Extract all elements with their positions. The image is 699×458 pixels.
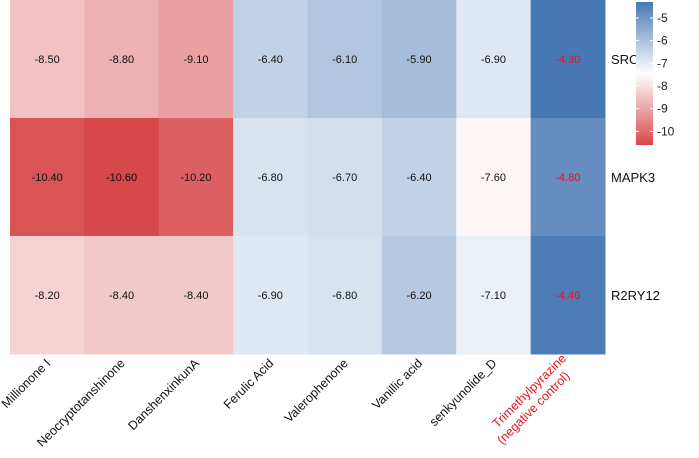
heatmap-cell <box>307 0 383 119</box>
heatmap-cell-value: -6.40 <box>407 172 432 184</box>
heatmap-cell-value: -8.20 <box>35 290 60 302</box>
heatmap-cell-value: -9.10 <box>183 54 208 66</box>
heatmap-cell <box>10 236 85 355</box>
heatmap-cell <box>381 0 457 119</box>
column-label: Ferulic Acid <box>221 356 277 412</box>
heatmap-cell <box>10 118 85 237</box>
heatmap-cell-value: -6.80 <box>332 290 357 302</box>
heatmap-cell <box>158 236 234 355</box>
heatmap-cell-value: -4.30 <box>555 54 580 66</box>
row-label: R2RY12 <box>611 288 660 303</box>
column-label: Valerophenone <box>282 356 351 425</box>
heatmap-cell-value: -5.90 <box>407 54 432 66</box>
heatmap-cell <box>530 0 606 119</box>
heatmap-cell <box>84 236 160 355</box>
heatmap-cell <box>456 0 532 119</box>
heatmap-cell <box>158 0 234 119</box>
column-label: DanshenxinkunA <box>125 356 202 433</box>
column-label: Millionone I <box>0 356 53 411</box>
heatmap-cell <box>381 118 457 237</box>
colorbar-tick-label: -7 <box>657 56 668 70</box>
heatmap-cell <box>307 118 383 237</box>
colorbar-tick-label: -6 <box>657 34 668 48</box>
heatmap-cell-value: -4.40 <box>555 290 580 302</box>
heatmap-cell-value: -4.80 <box>555 172 580 184</box>
colorbar-gradient <box>636 2 653 145</box>
column-label: Vanillic acid <box>369 356 425 412</box>
heatmap-cell-value: -7.10 <box>481 290 506 302</box>
heatmap-cell-value: -8.50 <box>35 54 60 66</box>
heatmap-cell-value: -8.40 <box>109 290 134 302</box>
heatmap-cell <box>233 118 308 237</box>
heatmap-cell-value: -8.80 <box>109 54 134 66</box>
heatmap-cell <box>530 236 606 355</box>
colorbar-tick-label: -8 <box>657 79 668 93</box>
row-label: MAPK3 <box>611 170 655 185</box>
heatmap-cell-value: -10.60 <box>106 172 137 184</box>
heatmap-cell-value: -7.60 <box>481 172 506 184</box>
heatmap-cell <box>84 118 160 237</box>
heatmap-cell-value: -6.70 <box>332 172 357 184</box>
heatmap-cell <box>381 236 457 355</box>
colorbar-tick-label: -5 <box>657 11 668 25</box>
colorbar: -5 -6 -7 -8 -9 -10 <box>636 2 675 145</box>
heatmap-cell <box>158 118 234 237</box>
heatmap-cell <box>456 118 532 237</box>
heatmap-column-labels: Millionone INeocryptotanshinoneDanshenxi… <box>0 351 573 449</box>
heatmap-cell-value: -8.40 <box>183 290 208 302</box>
heatmap-cell-value: -6.90 <box>258 290 283 302</box>
colorbar-tick-label: -9 <box>657 102 668 116</box>
heatmap-cell <box>233 236 308 355</box>
heatmap-cells <box>10 0 606 355</box>
heatmap-cell <box>307 236 383 355</box>
heatmap-cell <box>233 0 308 119</box>
heatmap-cell <box>530 118 606 237</box>
heatmap-cell <box>456 236 532 355</box>
heatmap-cell-value: -6.20 <box>407 290 432 302</box>
heatmap-value-labels: -8.50 -8.80 -9.10 -6.40 -6.10 -5.90 -6.90 -4.30… <box>32 54 581 302</box>
column-label: senkyunolide_D <box>427 356 500 429</box>
row-label: SRC <box>611 52 638 67</box>
heatmap-cell <box>10 0 85 119</box>
colorbar-tick-label: -10 <box>657 124 675 138</box>
heatmap-cell-value: -6.90 <box>481 54 506 66</box>
heatmap-cell-value: -10.40 <box>32 172 63 184</box>
heatmap-cell-value: -6.80 <box>258 172 283 184</box>
heatmap-cell-value: -10.20 <box>180 172 211 184</box>
heatmap-cell-value: -6.10 <box>332 54 357 66</box>
heatmap-cell-value: -6.40 <box>258 54 283 66</box>
heatmap-row-labels: SRC MAPK3 R2RY12 <box>611 52 660 303</box>
heatmap-cell <box>84 0 160 119</box>
